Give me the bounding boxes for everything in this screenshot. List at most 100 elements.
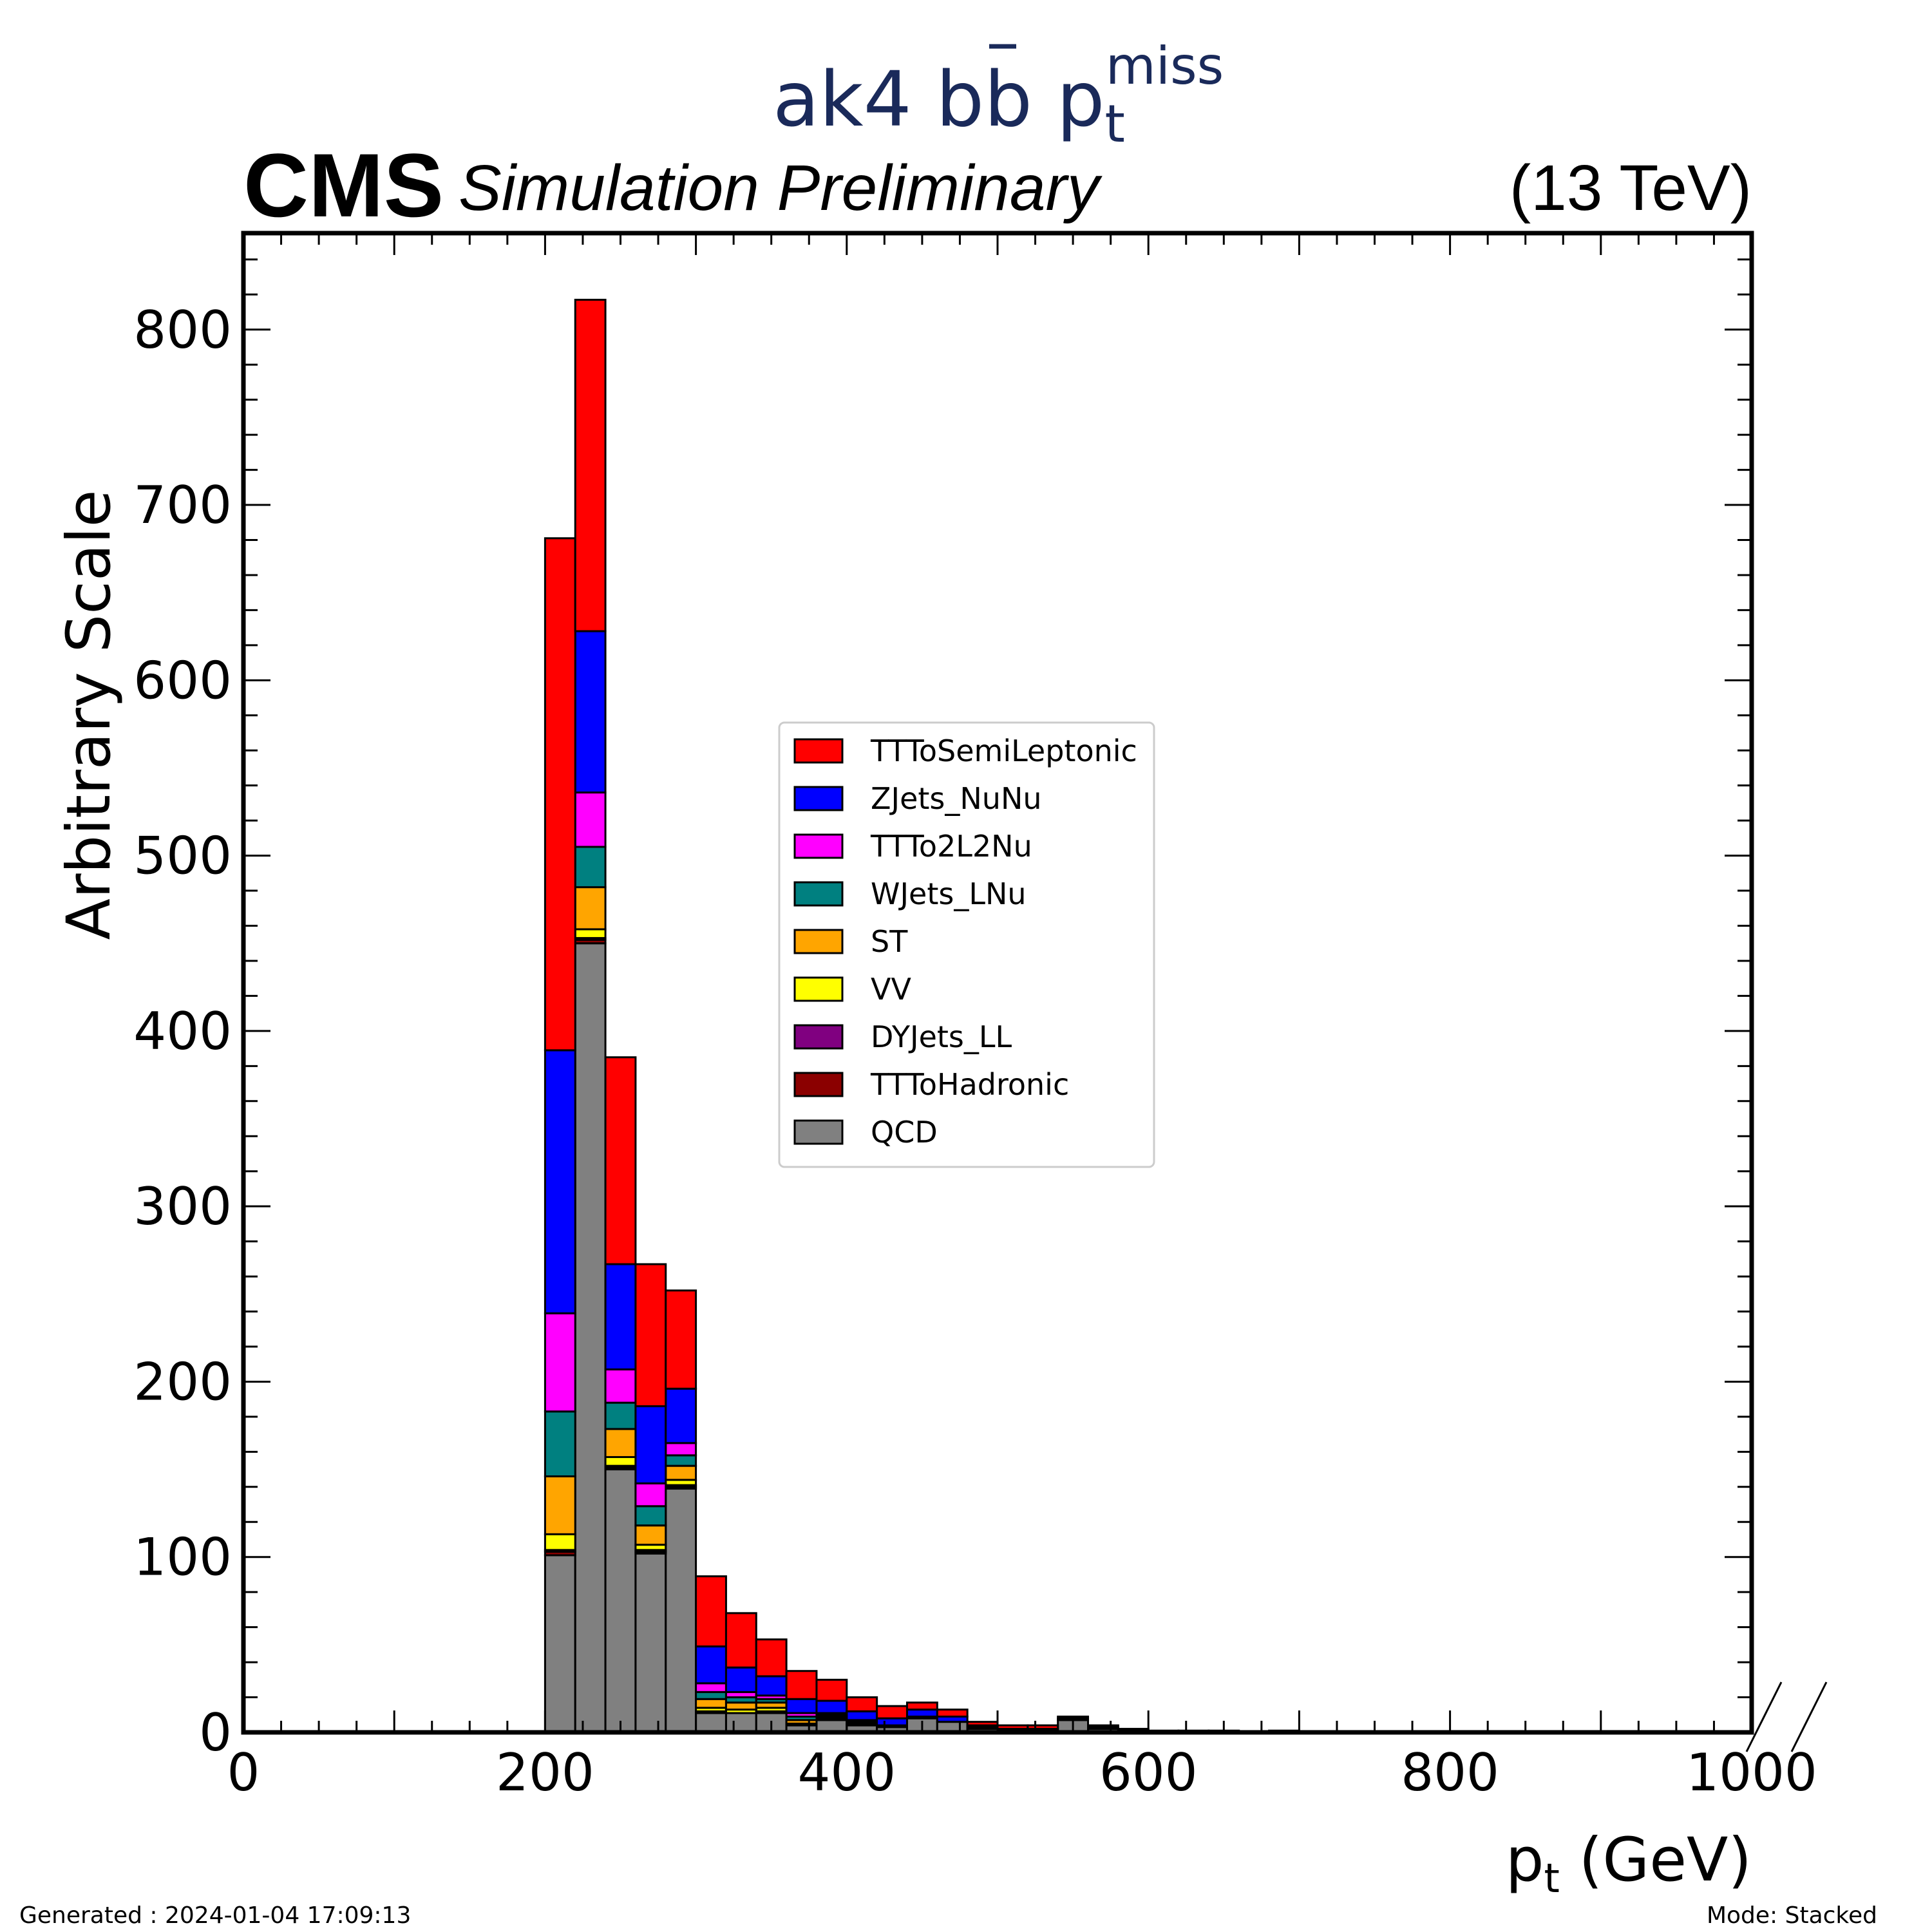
bar-ZJets_NuNu-400 — [846, 1710, 878, 1721]
bar-ZJets_NuNu-320 — [724, 1666, 757, 1693]
axis-break-mark — [1745, 1681, 1783, 1752]
bar-TTToSemiLeptonic-220 — [574, 298, 607, 632]
legend-swatch-TTToHadronic — [793, 1072, 844, 1097]
bar-VV-240 — [604, 1456, 637, 1467]
bar-TTToSemiLeptonic-400 — [846, 1696, 878, 1712]
bar-QCD-300 — [695, 1712, 727, 1734]
bar-QCD-280 — [665, 1488, 697, 1734]
bar-TTToSemiLeptonic-560 — [1087, 1724, 1119, 1728]
y-tick-label: 600 — [133, 650, 232, 710]
series-TTToSemiLeptonic — [544, 298, 1300, 1734]
bar-TTToSemiLeptonic-280 — [665, 1289, 697, 1390]
bar-ST-260 — [634, 1524, 667, 1546]
axis-break-mark — [1790, 1681, 1828, 1752]
bar-ST-200 — [544, 1475, 576, 1535]
x-tick-label: 600 — [1099, 1743, 1198, 1803]
x-axis-label-sub: t — [1544, 1855, 1559, 1902]
bar-ZJets_NuNu-280 — [665, 1387, 697, 1444]
y-tick-label: 500 — [133, 826, 232, 886]
bar-TTToSemiLeptonic-520 — [1027, 1724, 1059, 1730]
legend-label-ST: ST — [871, 924, 908, 959]
bar-TTToSemiLeptonic-440 — [905, 1701, 938, 1711]
bar-WJets_LNu-220 — [574, 846, 607, 889]
legend-swatch-VV — [793, 976, 844, 1002]
y-tick-label: 400 — [133, 1001, 232, 1061]
bar-ZJets_NuNu-360 — [785, 1698, 818, 1714]
bar-ZJets_NuNu-420 — [876, 1717, 908, 1727]
y-tick-label: 300 — [133, 1177, 232, 1236]
bar-ZJets_NuNu-220 — [574, 630, 607, 794]
energy-label: (13 TeV) — [1510, 152, 1752, 224]
bar-QCD-260 — [634, 1552, 667, 1734]
bar-QCD-240 — [604, 1468, 637, 1734]
y-tick-label: 100 — [133, 1528, 232, 1587]
bar-TTToSemiLeptonic-360 — [785, 1670, 818, 1700]
legend-label-TTToHadronic: TTToHadronic — [870, 1067, 1069, 1102]
legend-label-DYJets_LL: DYJets_LL — [871, 1019, 1012, 1054]
legend-swatch-TTToSemiLeptonic — [793, 738, 844, 764]
bar-WJets_LNu-200 — [544, 1410, 576, 1477]
y-tick-label: 700 — [133, 475, 232, 535]
series-VV — [544, 928, 848, 1727]
bar-WJets_LNu-300 — [695, 1690, 727, 1700]
bar-TTTo2L2Nu-220 — [574, 791, 607, 848]
bar-VV-220 — [574, 928, 607, 940]
bar-VV-200 — [544, 1533, 576, 1551]
bar-TTToSemiLeptonic-200 — [544, 537, 576, 1052]
legend-swatch-ZJets_NuNu — [793, 786, 844, 811]
bar-ZJets_NuNu-240 — [604, 1263, 637, 1370]
legend-swatch-DYJets_LL — [793, 1024, 844, 1050]
histogram-bars — [544, 298, 1300, 1734]
cms-label: CMS — [243, 135, 444, 236]
bar-QCD-200 — [544, 1554, 576, 1734]
bar-TTTo2L2Nu-300 — [695, 1682, 727, 1693]
axis-ticks — [242, 233, 1753, 1734]
title-bbar: b — [984, 55, 1032, 144]
bar-WJets_LNu-260 — [634, 1505, 667, 1527]
bar-ZJets_NuNu-260 — [634, 1405, 667, 1484]
bar-WJets_LNu-240 — [604, 1401, 637, 1430]
y-tick-label: 200 — [133, 1352, 232, 1412]
legend-label-WJets_LNu: WJets_LNu — [871, 876, 1027, 911]
legend-label-QCD: QCD — [871, 1115, 938, 1150]
bar-TTTo2L2Nu-240 — [604, 1368, 637, 1404]
bar-TTToSemiLeptonic-380 — [815, 1678, 848, 1702]
bar-TTTo2L2Nu-200 — [544, 1312, 576, 1413]
bar-WJets_LNu-280 — [665, 1454, 697, 1467]
bar-TTToSemiLeptonic-300 — [695, 1575, 727, 1648]
y-axis-label: Arbitrary Scale — [54, 490, 124, 940]
bar-TTTo2L2Nu-280 — [665, 1442, 697, 1457]
x-axis-label-unit: (GeV) — [1560, 1825, 1752, 1895]
bar-ST-220 — [574, 886, 607, 931]
title-main: ak4 b — [773, 55, 984, 144]
bar-TTToSemiLeptonic-240 — [604, 1056, 637, 1265]
bar-TTToSemiLeptonic-420 — [876, 1705, 908, 1719]
x-tick-label: 0 — [227, 1743, 260, 1803]
legend-swatch-TTTo2L2Nu — [793, 833, 844, 859]
x-axis-label-main: p — [1506, 1825, 1544, 1895]
bar-TTToSemiLeptonic-540 — [1057, 1715, 1090, 1719]
bar-ST-280 — [665, 1464, 697, 1481]
x-tick-label: 200 — [496, 1743, 594, 1803]
bar-TTToSemiLeptonic-500 — [996, 1724, 1029, 1730]
title-p: p — [1057, 55, 1105, 144]
title-subscript: t — [1104, 94, 1124, 154]
title-superscript: miss — [1106, 36, 1224, 96]
plot-frame — [241, 231, 1754, 1735]
bar-TTToSemiLeptonic-460 — [936, 1709, 969, 1718]
bar-TTToSemiLeptonic-340 — [755, 1638, 788, 1678]
mode-label: Mode: Stacked — [1707, 1902, 1877, 1929]
legend-swatch-QCD — [793, 1119, 844, 1145]
legend: TTToSemiLeptonic ZJets_NuNu TTTo2L2Nu WJets… — [778, 721, 1155, 1168]
x-tick-label: 1000 — [1686, 1743, 1817, 1803]
bar-ZJets_NuNu-440 — [905, 1709, 938, 1718]
bar-ST-300 — [695, 1698, 727, 1709]
legend-label-VV: VV — [871, 972, 911, 1007]
legend-label-ZJets_NuNu: ZJets_NuNu — [871, 781, 1042, 816]
legend-swatch-WJets_LNu — [793, 881, 844, 907]
bar-QCD-320 — [724, 1712, 757, 1734]
bar-TTTo2L2Nu-260 — [634, 1482, 667, 1508]
bar-ZJets_NuNu-340 — [755, 1675, 788, 1697]
tick-labels: 0 200 400 600 800 1000 0 100 200 300 400 500 600 700 8… — [133, 300, 1817, 1803]
